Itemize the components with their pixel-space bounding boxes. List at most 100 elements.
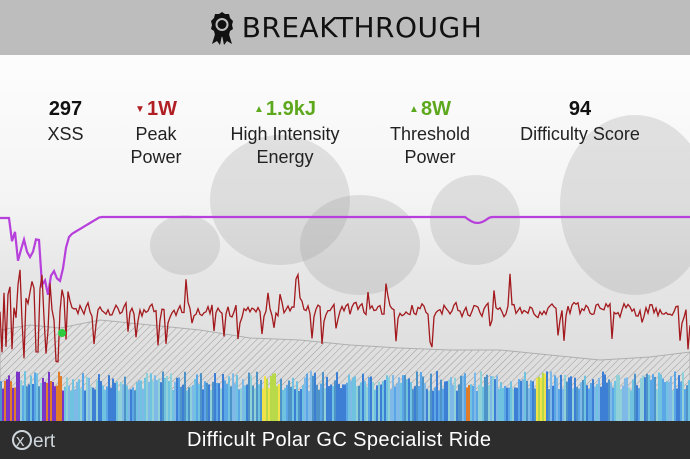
intensity-bar (494, 379, 496, 421)
intensity-bar (436, 371, 438, 421)
intensity-bar (654, 376, 656, 421)
intensity-bar (346, 382, 348, 421)
intensity-bar (220, 388, 222, 421)
intensity-bar (184, 371, 186, 421)
intensity-bar (84, 390, 86, 421)
intensity-bar (168, 380, 170, 421)
intensity-bar (608, 379, 610, 421)
intensity-bar (434, 387, 436, 421)
stat-label: Threshold Power (389, 124, 471, 167)
intensity-bar (446, 381, 448, 421)
intensity-bar (244, 385, 246, 421)
intensity-bar (360, 382, 362, 421)
intensity-bar (404, 375, 406, 421)
intensity-bar (296, 381, 298, 421)
intensity-bar (472, 386, 474, 421)
intensity-bar (86, 376, 88, 421)
intensity-bar (36, 373, 38, 421)
intensity-bar (210, 389, 212, 421)
intensity-bar (252, 385, 254, 421)
intensity-bar (336, 372, 338, 421)
intensity-bar (552, 385, 554, 421)
intensity-bar (124, 376, 126, 421)
intensity-bar (658, 372, 660, 421)
intensity-bar (568, 377, 570, 421)
intensity-bar (280, 378, 282, 421)
intensity-bar (82, 373, 84, 421)
intensity-bar (0, 381, 2, 421)
intensity-bar (66, 377, 68, 421)
intensity-bar (668, 381, 670, 421)
intensity-bar (372, 381, 374, 421)
intensity-bar (466, 387, 468, 421)
intensity-bar (226, 384, 228, 421)
intensity-bar (310, 371, 312, 421)
intensity-bar (136, 382, 138, 421)
intensity-bar (570, 376, 572, 421)
intensity-bar (656, 389, 658, 421)
intensity-bar (368, 377, 370, 421)
intensity-bar (258, 384, 260, 421)
intensity-bar (52, 381, 54, 421)
intensity-bar (18, 371, 20, 421)
intensity-bar (660, 374, 662, 421)
intensity-bar (618, 375, 620, 421)
intensity-bar (688, 380, 690, 421)
intensity-bar (456, 390, 458, 421)
intensity-bar (278, 384, 280, 421)
intensity-bar (68, 385, 70, 421)
intensity-bar (468, 385, 470, 421)
intensity-bar (682, 371, 684, 421)
intensity-bar (370, 376, 372, 421)
intensity-bar (426, 389, 428, 421)
intensity-bar (480, 371, 482, 421)
stat-value: 297 (48, 98, 83, 120)
trend-up-icon: ▲ (254, 103, 264, 115)
intensity-bar (28, 384, 30, 421)
intensity-bar (454, 377, 456, 421)
award-badge-icon (210, 11, 233, 45)
intensity-bar (586, 385, 588, 421)
intensity-bar (228, 376, 230, 421)
intensity-bar (256, 371, 258, 421)
intensity-bar (204, 381, 206, 421)
intensity-bar (158, 378, 160, 421)
intensity-bar (330, 384, 332, 421)
intensity-bar (676, 388, 678, 421)
intensity-bar (242, 379, 244, 421)
intensity-bar (680, 381, 682, 421)
intensity-bar (390, 389, 392, 421)
intensity-bar (322, 372, 324, 421)
intensity-bar (60, 376, 62, 421)
intensity-bar (508, 387, 510, 421)
svg-text:ert: ert (33, 431, 56, 452)
marker-dot (58, 329, 66, 337)
intensity-bar (474, 372, 476, 421)
intensity-bar (230, 386, 232, 421)
intensity-bar (118, 390, 120, 421)
intensity-bar (578, 388, 580, 421)
intensity-bar (112, 378, 114, 421)
xert-logo: x ert (12, 430, 56, 452)
intensity-bar (236, 374, 238, 421)
intensity-bar (400, 382, 402, 421)
intensity-bar (186, 390, 188, 421)
intensity-bar (206, 382, 208, 421)
intensity-bar (396, 383, 398, 421)
intensity-bar (90, 386, 92, 421)
intensity-bar (606, 382, 608, 421)
intensity-bar (540, 377, 542, 421)
intensity-bar (534, 388, 536, 421)
intensity-bar (276, 386, 278, 421)
intensity-bar (190, 386, 192, 421)
intensity-bar (640, 378, 642, 421)
intensity-bar (560, 375, 562, 421)
intensity-bar (412, 389, 414, 421)
intensity-bar (514, 387, 516, 421)
intensity-bar (354, 376, 356, 421)
stat-value: 1W (146, 98, 177, 120)
intensity-bar (594, 386, 596, 421)
intensity-bar (54, 386, 56, 421)
trend-up-icon: ▲ (409, 103, 419, 115)
intensity-bar (622, 385, 624, 421)
